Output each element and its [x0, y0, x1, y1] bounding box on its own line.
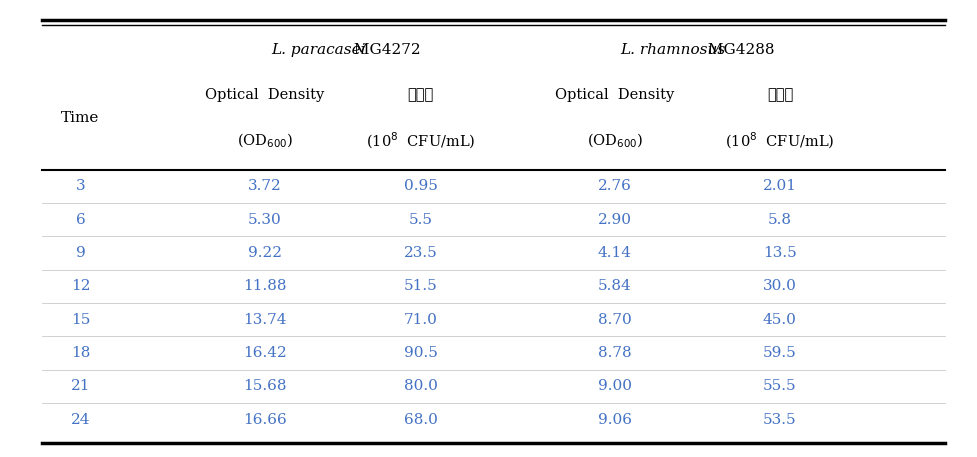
Text: 45.0: 45.0 [763, 313, 797, 327]
Text: 9.22: 9.22 [248, 246, 282, 260]
Text: 3.72: 3.72 [248, 180, 282, 193]
Text: (10$^{8}$  CFU/mL): (10$^{8}$ CFU/mL) [725, 130, 834, 151]
Text: 13.5: 13.5 [763, 246, 797, 260]
Text: 71.0: 71.0 [404, 313, 438, 327]
Text: 9.06: 9.06 [598, 413, 632, 426]
Text: Optical  Density: Optical Density [205, 88, 324, 102]
Text: Optical  Density: Optical Density [555, 88, 674, 102]
Text: 68.0: 68.0 [404, 413, 438, 426]
Text: 21: 21 [70, 379, 90, 393]
Text: 5.8: 5.8 [768, 213, 792, 227]
Text: L. paracasei MG4272: L. paracasei MG4272 [260, 43, 426, 57]
Text: 80.0: 80.0 [404, 379, 438, 393]
Text: 8.70: 8.70 [598, 313, 632, 327]
Text: 8.78: 8.78 [598, 346, 631, 360]
Text: 24: 24 [70, 413, 90, 426]
Text: L. rhamnosus MG4288: L. rhamnosus MG4288 [609, 43, 786, 57]
Text: (OD$_{600}$): (OD$_{600}$) [237, 131, 293, 150]
Text: 0.95: 0.95 [404, 180, 438, 193]
Text: 59.5: 59.5 [763, 346, 797, 360]
Text: 18: 18 [70, 346, 90, 360]
Text: 5.30: 5.30 [248, 213, 282, 227]
Text: 23.5: 23.5 [404, 246, 438, 260]
Text: 9: 9 [75, 246, 85, 260]
Text: (OD$_{600}$): (OD$_{600}$) [587, 131, 643, 150]
Text: 55.5: 55.5 [763, 379, 797, 393]
Text: 90.5: 90.5 [404, 346, 438, 360]
Text: 53.5: 53.5 [763, 413, 797, 426]
Text: MG4288: MG4288 [703, 43, 775, 57]
Text: 11.88: 11.88 [243, 279, 287, 293]
Text: 5.5: 5.5 [408, 213, 433, 227]
Text: 16.42: 16.42 [243, 346, 287, 360]
Text: 30.0: 30.0 [763, 279, 797, 293]
Text: 2.90: 2.90 [598, 213, 632, 227]
Text: 4.14: 4.14 [598, 246, 632, 260]
Text: 5.84: 5.84 [598, 279, 632, 293]
Text: 13.74: 13.74 [243, 313, 287, 327]
Text: MG4272: MG4272 [349, 43, 420, 57]
Text: 9.00: 9.00 [598, 379, 632, 393]
Text: 2.76: 2.76 [598, 180, 632, 193]
Text: 생균수: 생균수 [407, 88, 434, 102]
Text: (10$^{8}$  CFU/mL): (10$^{8}$ CFU/mL) [365, 130, 475, 151]
Text: 15: 15 [70, 313, 90, 327]
Text: L. rhamnosus: L. rhamnosus [620, 43, 726, 57]
Text: Time: Time [62, 111, 100, 125]
Text: L. paracasei: L. paracasei [272, 43, 365, 57]
Text: 12: 12 [70, 279, 90, 293]
Text: 3: 3 [75, 180, 85, 193]
Text: 51.5: 51.5 [404, 279, 438, 293]
Text: 6: 6 [75, 213, 85, 227]
Text: 15.68: 15.68 [243, 379, 287, 393]
Text: 2.01: 2.01 [763, 180, 797, 193]
Text: 생균수: 생균수 [767, 88, 793, 102]
Text: 16.66: 16.66 [243, 413, 287, 426]
